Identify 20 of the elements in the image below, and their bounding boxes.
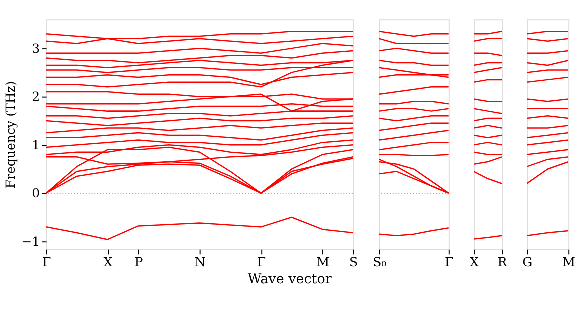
x-tick-label: N	[194, 254, 206, 270]
x-tick-label: M	[562, 254, 576, 270]
x-tick-label: S₀	[373, 254, 387, 270]
y-tick-label: 0	[32, 186, 40, 201]
x-tick-label: G	[522, 254, 533, 270]
x-tick-label: Γ	[42, 254, 52, 270]
x-tick-label: Γ	[445, 254, 454, 270]
y-tick-label: 2	[32, 89, 40, 104]
x-tick-label: M	[316, 254, 330, 270]
x-tick-label: X	[104, 254, 113, 270]
x-tick-label: P	[134, 254, 144, 270]
y-axis-title: Frequency (THz)	[2, 81, 18, 189]
x-tick-label: Γ	[257, 254, 266, 270]
x-tick-label: X	[470, 254, 480, 270]
x-tick-label: R	[498, 254, 508, 270]
y-tick-label: −1	[22, 234, 40, 249]
y-tick-label: 3	[32, 40, 40, 56]
y-tick-label: 1	[32, 137, 40, 152]
x-tick-label: S	[350, 254, 358, 270]
x-axis-title: Wave vector	[248, 272, 332, 288]
